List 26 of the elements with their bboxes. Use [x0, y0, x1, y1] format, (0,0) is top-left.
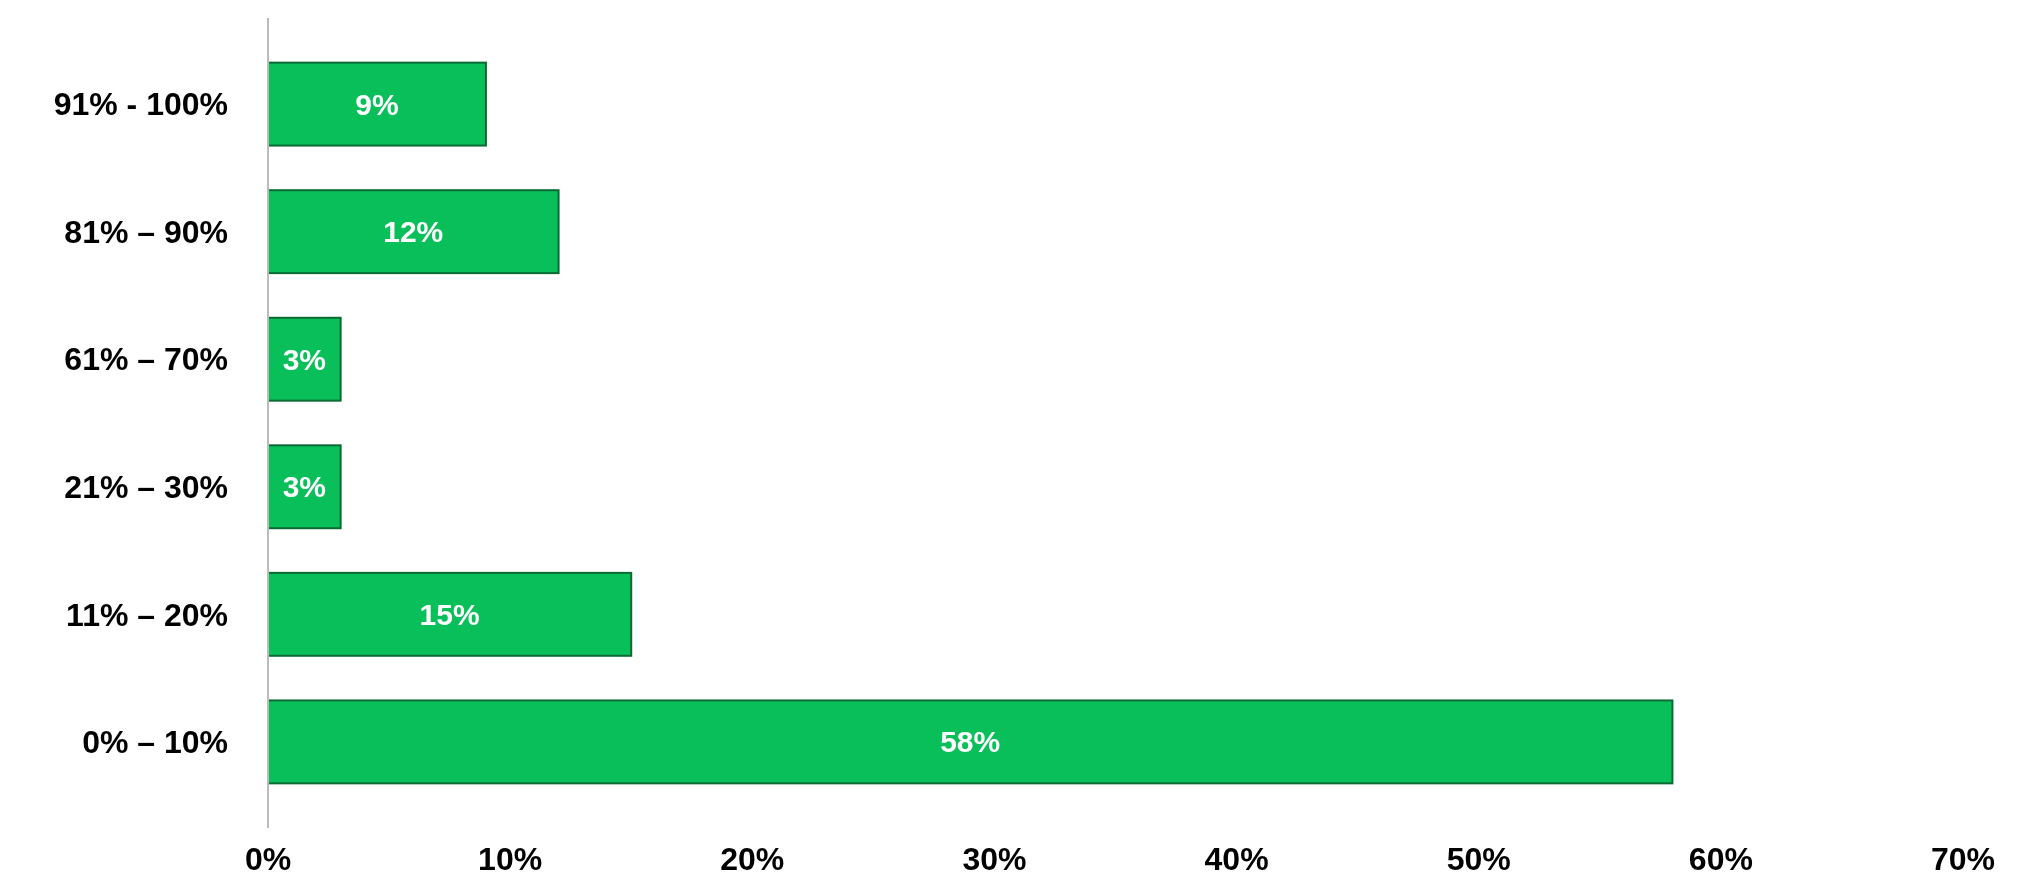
bar [267, 571, 633, 657]
data-label: 12% [383, 215, 444, 249]
y-tick-label: 21% – 30% [64, 468, 228, 505]
x-tick-label: 10% [478, 841, 543, 877]
x-tick-label: 40% [1204, 841, 1269, 877]
bar [267, 316, 342, 402]
data-label: 58% [940, 725, 1001, 759]
x-tick-label: 0% [244, 841, 292, 877]
bar [267, 699, 1674, 785]
data-label: 3% [282, 470, 326, 504]
data-label: 3% [282, 342, 326, 376]
bar [267, 444, 342, 530]
y-tick-label: 0% – 10% [82, 724, 228, 761]
x-tick-label: 50% [1446, 841, 1511, 877]
bar [267, 189, 560, 275]
x-tick-label: 60% [1688, 841, 1753, 877]
x-tick-label: 20% [720, 841, 785, 877]
y-tick-label: 61% – 70% [64, 341, 228, 378]
y-tick-label: 81% – 90% [64, 213, 228, 250]
y-tick-label: 11% – 20% [66, 596, 228, 633]
data-label: 15% [419, 597, 480, 631]
x-tick-label: 70% [1930, 841, 1996, 877]
x-tick-label: 30% [962, 841, 1027, 877]
data-label: 9% [355, 87, 399, 121]
bar [267, 61, 487, 147]
y-tick-label: 91% - 100% [53, 86, 228, 123]
